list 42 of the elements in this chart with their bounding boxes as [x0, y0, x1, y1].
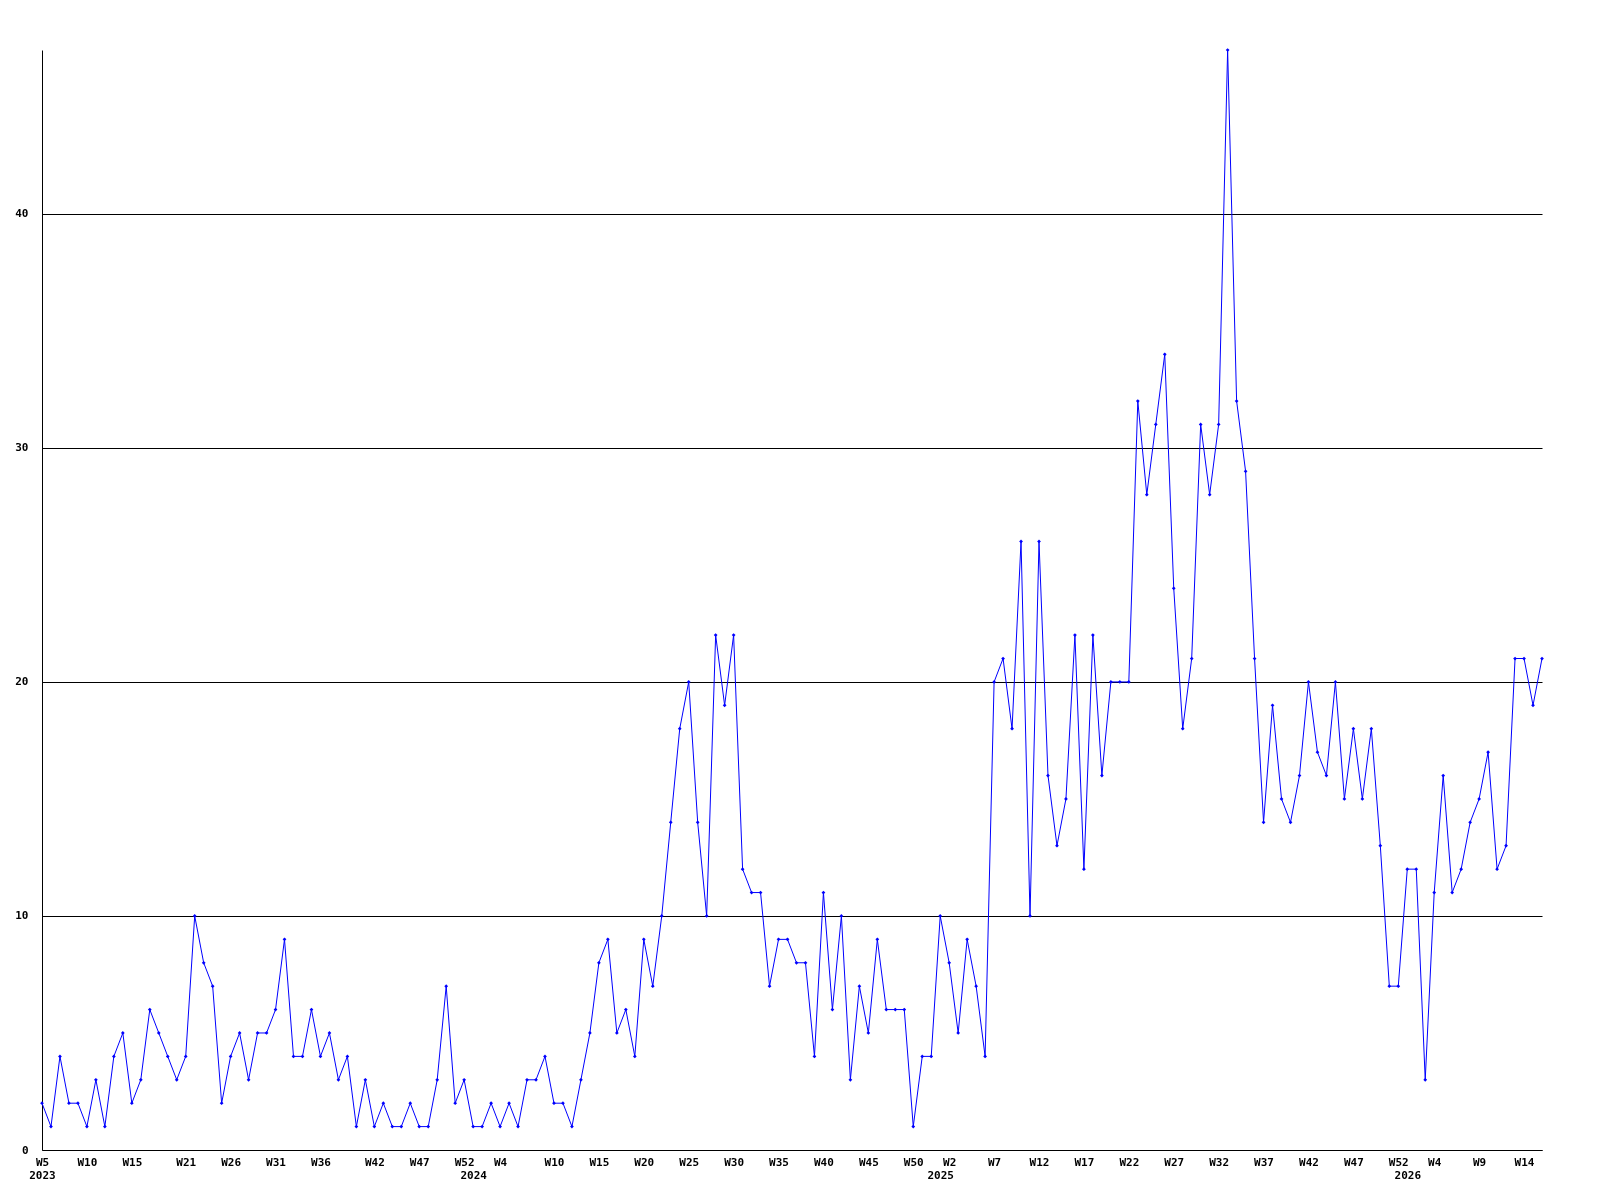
x-tick-label: W21 [176, 1155, 197, 1169]
x-tick-label: W35 [769, 1155, 789, 1169]
x-tick-label: W12 [1029, 1155, 1050, 1169]
x-tick-label: W50 [903, 1155, 924, 1169]
x-tick-label: W10 [544, 1155, 565, 1169]
y-tick-label: 0 [21, 1143, 29, 1157]
x-tick-label: W2 [943, 1155, 957, 1169]
x-tick-label: W4 [493, 1155, 508, 1169]
x-tick-label: W20 [634, 1155, 655, 1169]
x-tick-label: W45 [858, 1155, 879, 1169]
x-tick-label: W4 [1428, 1155, 1442, 1169]
x-tick-label: W37 [1254, 1155, 1274, 1169]
x-tick-label: 2024 [460, 1168, 488, 1182]
y-tick-label: 40 [15, 207, 29, 221]
x-tick-label: W14 [1514, 1155, 1535, 1169]
x-tick-label: W27 [1164, 1155, 1185, 1169]
x-tick-label: W9 [1473, 1155, 1487, 1169]
x-tick-label: W42 [364, 1155, 385, 1169]
x-tick-label: W5 2023 [29, 1155, 56, 1182]
y-tick-label: 20 [15, 675, 29, 689]
x-tick-label: W40 [814, 1155, 834, 1169]
x-tick-label: W15 [589, 1155, 610, 1169]
x-tick-label: W36 [311, 1155, 332, 1169]
y-tick-label: 30 [15, 441, 29, 455]
x-tick-label: W10 [77, 1155, 98, 1169]
x-tick-label: W32 [1209, 1155, 1230, 1169]
x-tick-label: W7 [987, 1155, 1002, 1169]
x-tick-label: W30 [724, 1155, 745, 1169]
x-tick-label: W52 [1388, 1155, 1409, 1169]
x-tick-label: W47 [1343, 1155, 1364, 1169]
x-tick-label: 2025 [927, 1168, 954, 1182]
x-tick-label: W15 [122, 1155, 143, 1169]
x-tick-label: W17 [1074, 1155, 1095, 1169]
x-tick-label: W42 [1299, 1155, 1319, 1169]
x-tick-label: W25 [679, 1155, 700, 1169]
x-tick-label: W52 [454, 1155, 475, 1169]
x-tick-label: W26 [221, 1155, 242, 1169]
x-tick-label: W22 [1119, 1155, 1140, 1169]
y-tick-label: 10 [15, 909, 29, 923]
x-tick-label: 2026 [1394, 1168, 1422, 1182]
x-tick-label: W31 [266, 1155, 287, 1169]
x-tick-label: W47 [409, 1155, 430, 1169]
